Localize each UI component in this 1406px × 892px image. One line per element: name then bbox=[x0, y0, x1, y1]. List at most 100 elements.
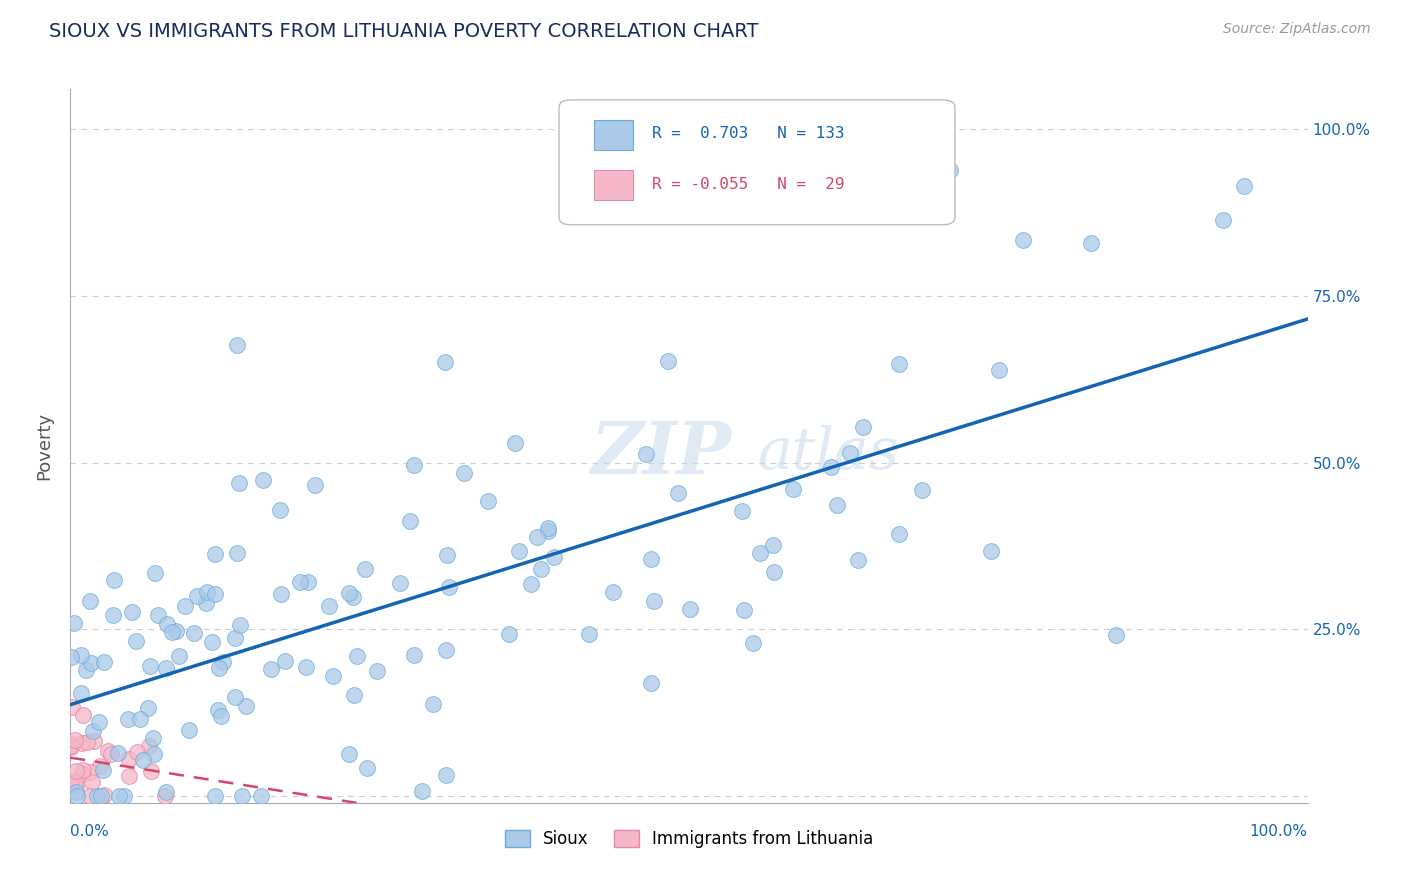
Point bbox=[107, 746, 129, 760]
Point bbox=[142, 747, 165, 761]
Point bbox=[295, 659, 318, 673]
Point bbox=[125, 633, 148, 648]
Point bbox=[231, 789, 253, 804]
Bar bbox=[593, 169, 633, 200]
Point bbox=[846, 552, 869, 566]
Point bbox=[260, 662, 283, 676]
Point bbox=[103, 573, 125, 587]
Point bbox=[749, 546, 772, 560]
Point bbox=[59, 649, 82, 664]
Point bbox=[437, 581, 460, 595]
Point bbox=[201, 635, 224, 649]
Point bbox=[72, 708, 94, 723]
Point bbox=[526, 529, 548, 543]
Point bbox=[225, 546, 247, 560]
Point bbox=[887, 527, 910, 541]
Point bbox=[59, 777, 82, 791]
Point bbox=[911, 483, 934, 497]
Point bbox=[250, 789, 273, 804]
Point bbox=[125, 745, 148, 759]
Point bbox=[79, 765, 101, 780]
Point bbox=[69, 686, 91, 700]
Point bbox=[252, 473, 274, 487]
Point bbox=[141, 764, 163, 779]
Point bbox=[165, 624, 187, 639]
Point bbox=[155, 661, 177, 675]
Point bbox=[186, 589, 208, 603]
Point bbox=[142, 731, 165, 745]
Point bbox=[228, 476, 250, 491]
Point bbox=[353, 561, 375, 575]
Point bbox=[207, 703, 229, 717]
Text: R = -0.055   N =  29: R = -0.055 N = 29 bbox=[652, 177, 845, 192]
Point bbox=[79, 657, 101, 671]
Text: Source: ZipAtlas.com: Source: ZipAtlas.com bbox=[1223, 22, 1371, 37]
Point bbox=[235, 699, 257, 714]
Point bbox=[422, 698, 444, 712]
Point bbox=[79, 594, 101, 608]
Point bbox=[434, 643, 457, 657]
Point bbox=[65, 732, 87, 747]
Point bbox=[733, 602, 755, 616]
Point bbox=[304, 477, 326, 491]
Point bbox=[398, 514, 420, 528]
Point bbox=[121, 605, 143, 619]
Point bbox=[498, 626, 520, 640]
Point bbox=[346, 648, 368, 663]
Text: 100.0%: 100.0% bbox=[1250, 824, 1308, 839]
Point bbox=[86, 789, 108, 804]
Point bbox=[174, 599, 197, 613]
Point bbox=[93, 655, 115, 669]
Point bbox=[79, 789, 101, 804]
FancyBboxPatch shape bbox=[560, 100, 955, 225]
Point bbox=[666, 486, 689, 500]
Point bbox=[477, 493, 499, 508]
Point bbox=[356, 761, 378, 775]
Point bbox=[177, 723, 200, 737]
Point bbox=[678, 602, 700, 616]
Point bbox=[91, 763, 114, 777]
Point bbox=[146, 607, 169, 622]
Text: R =  0.703   N = 133: R = 0.703 N = 133 bbox=[652, 126, 845, 141]
Point bbox=[204, 789, 226, 804]
Point bbox=[75, 663, 97, 677]
Point bbox=[100, 747, 122, 762]
Text: 0.0%: 0.0% bbox=[70, 824, 110, 839]
Point bbox=[337, 747, 360, 762]
Point bbox=[578, 627, 600, 641]
Point bbox=[782, 482, 804, 496]
Point bbox=[731, 504, 754, 518]
Point bbox=[297, 575, 319, 590]
Point bbox=[274, 654, 297, 668]
Point bbox=[434, 767, 457, 781]
Point bbox=[183, 626, 205, 640]
Legend: Sioux, Immigrants from Lithuania: Sioux, Immigrants from Lithuania bbox=[498, 823, 880, 855]
Point bbox=[204, 547, 226, 561]
Y-axis label: Poverty: Poverty bbox=[35, 412, 53, 480]
Point bbox=[83, 734, 105, 748]
Point bbox=[118, 752, 141, 766]
Point bbox=[112, 789, 135, 804]
Point bbox=[269, 503, 291, 517]
Point bbox=[602, 585, 624, 599]
Point bbox=[208, 661, 231, 675]
Point bbox=[318, 599, 340, 614]
Point bbox=[852, 420, 875, 434]
Point bbox=[65, 785, 87, 799]
Point bbox=[153, 789, 176, 804]
Point bbox=[404, 458, 426, 473]
Point bbox=[129, 712, 152, 726]
Point bbox=[136, 700, 159, 714]
Point bbox=[889, 357, 911, 371]
Point bbox=[436, 549, 458, 563]
Point bbox=[195, 585, 218, 599]
Point bbox=[1011, 233, 1033, 247]
Point bbox=[1080, 235, 1102, 250]
Point bbox=[160, 625, 183, 640]
Point bbox=[224, 632, 246, 646]
Point bbox=[343, 688, 366, 702]
Point bbox=[70, 766, 93, 780]
Point bbox=[65, 775, 87, 789]
Point bbox=[337, 586, 360, 600]
Point bbox=[224, 690, 246, 705]
